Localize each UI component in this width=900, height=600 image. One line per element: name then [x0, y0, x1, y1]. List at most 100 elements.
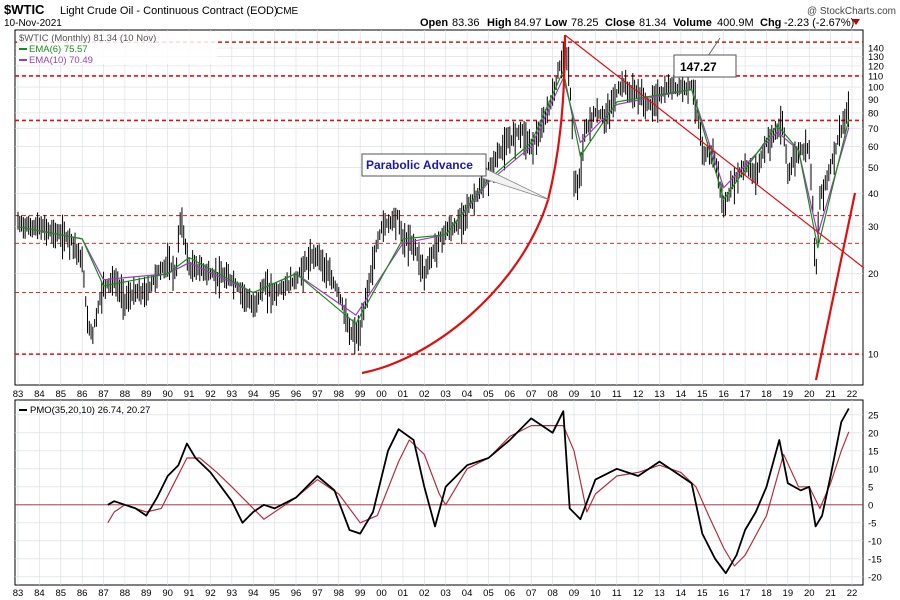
x-tick-label: 16: [718, 389, 729, 400]
x-tick-label: 95: [269, 588, 280, 599]
downtrend-line: [564, 34, 865, 269]
x-tick-label: 93: [227, 389, 238, 400]
x-tick-label: 84: [34, 389, 45, 400]
x-tick-label: 96: [291, 588, 302, 599]
x-tick-label: 00: [376, 389, 387, 400]
uptrend-line: [814, 192, 857, 381]
ohlc-readout: Open 83.36 High 84.97 Low 78.25 Close 81…: [420, 17, 854, 29]
y-tick-label: -5: [868, 518, 876, 529]
y-tick-label: 90: [868, 95, 879, 106]
pmo-line: [107, 408, 850, 575]
x-tick-label: 15: [697, 389, 708, 400]
x-tick-label: 20: [804, 588, 815, 599]
y-tick-label: 100: [868, 83, 884, 94]
x-tick-label: 92: [205, 588, 216, 599]
volume-label: Volume: [673, 17, 712, 29]
x-tick-label: 11: [612, 588, 622, 599]
y-tick-label: 10: [868, 350, 879, 361]
x-tick-label: 86: [77, 588, 88, 599]
x-tick-label: 12: [633, 389, 644, 400]
x-tick-label: 22: [847, 588, 858, 599]
volume-value: 400.9M: [717, 17, 754, 29]
close-label: Close: [605, 17, 635, 29]
chg-value: -2.23 (-2.67%): [784, 17, 854, 29]
x-tick-label: 00: [376, 588, 387, 599]
x-tick-label: 99: [355, 588, 366, 599]
x-tick-label: 96: [291, 389, 302, 400]
y-tick-label: -10: [868, 536, 882, 547]
x-tick-label: 85: [55, 389, 66, 400]
pmo-grid: [15, 400, 863, 585]
x-tick-label: 83: [13, 389, 24, 400]
x-tick-label: 94: [248, 588, 259, 599]
x-tick-label: 91: [184, 588, 195, 599]
x-tick-label: 88: [120, 588, 131, 599]
x-tick-label: 18: [761, 389, 772, 400]
x-tick-label: 11: [612, 389, 622, 400]
low-value: 78.25: [571, 17, 599, 29]
x-tick-label: 04: [462, 588, 473, 599]
pmo-y-axis: -20 -15 -10 -5 0 5 10 15 20 25: [868, 410, 882, 583]
x-tick-label: 13: [654, 389, 665, 400]
legend-main: $WTIC (Monthly) 81.34 (10 Nov): [19, 33, 156, 44]
y-tick-label: 50: [868, 163, 879, 174]
x-tick-label: 91: [184, 389, 195, 400]
open-label: Open: [420, 17, 448, 29]
peak-callout-leader: [707, 37, 721, 57]
x-tick-label: 18: [761, 588, 772, 599]
peak-callout-text: 147.27: [680, 60, 717, 74]
x-tick-label: 95: [269, 389, 280, 400]
support-resistance-levels: [15, 41, 863, 355]
x-tick-label: 87: [98, 389, 109, 400]
y-tick-label: 15: [868, 446, 879, 457]
x-tick-label: 84: [34, 588, 45, 599]
x-tick-label: 02: [419, 389, 430, 400]
x-tick-label: 10: [590, 389, 601, 400]
x-tick-label: 85: [55, 588, 66, 599]
price-panel-frame: [14, 29, 864, 386]
legend-ema6: EMA(6) 75.57: [29, 44, 88, 55]
x-tick-label: 13: [654, 588, 665, 599]
description-label: Light Crude Oil - Continuous Contract (E…: [60, 5, 278, 17]
x-tick-label: 89: [141, 389, 152, 400]
x-tick-label: 90: [162, 588, 173, 599]
x-tick-label: 97: [312, 389, 323, 400]
close-value: 81.34: [639, 17, 667, 29]
y-tick-label: 10: [868, 464, 879, 475]
price-x-axis: 83 84 85 86 87 88 89 90 91 92 93 94 95 96 97 98 99 00 01 02…: [13, 389, 858, 400]
pmo-signal-line: [107, 425, 850, 567]
x-tick-label: 09: [569, 389, 580, 400]
x-tick-label: 88: [120, 389, 131, 400]
parabolic-curve: [361, 34, 567, 375]
price-series: [17, 42, 850, 355]
y-tick-label: 5: [868, 482, 873, 493]
legend-ema10: EMA(10) 70.49: [29, 55, 93, 66]
y-tick-label: 60: [868, 142, 879, 153]
x-tick-label: 01: [398, 588, 409, 599]
price-legend: $WTIC (Monthly) 81.34 (10 Nov) EMA(6) 75…: [17, 32, 217, 66]
high-label: High: [487, 17, 512, 29]
x-tick-label: 14: [676, 389, 687, 400]
pmo-legend: PMO(35,20,10) 26.74, 20.27: [19, 405, 150, 416]
x-tick-label: 01: [398, 389, 409, 400]
x-tick-label: 06: [505, 588, 516, 599]
legend-pmo: PMO(35,20,10) 26.74, 20.27: [30, 405, 150, 416]
y-tick-label: 30: [868, 222, 879, 233]
date-label: 10-Nov-2021: [4, 18, 62, 29]
x-tick-label: 07: [526, 588, 537, 599]
x-tick-label: 86: [77, 389, 88, 400]
x-tick-label: 22: [847, 389, 858, 400]
y-tick-label: 40: [868, 189, 879, 200]
x-tick-label: 89: [141, 588, 152, 599]
y-tick-label: -20: [868, 572, 882, 583]
pmo-x-axis: 83 84 85 86 87 88 89 90 91 92 93 94 95 96 97 98 99 00 01 02…: [13, 588, 858, 599]
x-tick-label: 10: [590, 588, 601, 599]
chg-label: Chg: [760, 17, 781, 29]
x-tick-label: 83: [13, 588, 24, 599]
y-tick-label: -15: [868, 554, 882, 565]
y-tick-label: 140: [868, 44, 884, 55]
open-value: 83.36: [452, 17, 480, 29]
x-tick-label: 03: [440, 588, 451, 599]
